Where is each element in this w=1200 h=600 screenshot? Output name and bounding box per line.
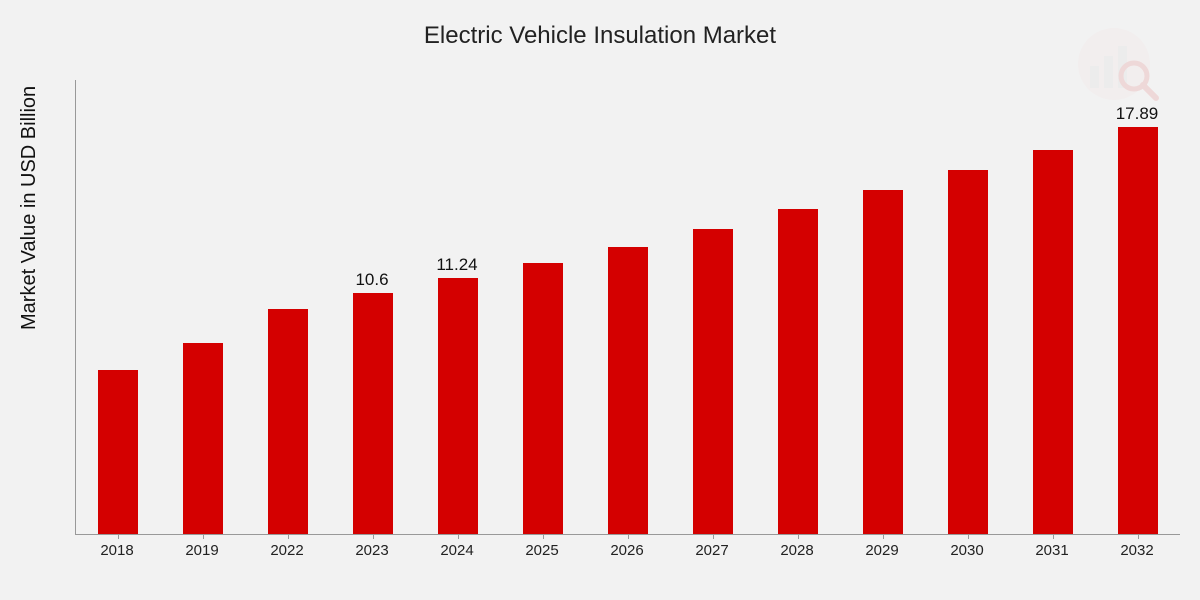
bar — [268, 309, 308, 534]
x-tick — [1053, 534, 1054, 539]
bar — [1033, 150, 1073, 534]
x-tick — [203, 534, 204, 539]
bar-value-label: 11.24 — [417, 255, 497, 275]
x-axis-label: 2025 — [512, 542, 572, 559]
bar — [98, 370, 138, 534]
bar-value-label: 10.6 — [332, 270, 412, 290]
bar — [693, 229, 733, 534]
x-tick — [968, 534, 969, 539]
bar — [948, 170, 988, 534]
x-tick — [543, 534, 544, 539]
x-axis-label: 2026 — [597, 542, 657, 559]
x-tick — [798, 534, 799, 539]
x-axis-label: 2032 — [1107, 542, 1167, 559]
x-tick — [458, 534, 459, 539]
x-axis-label: 2022 — [257, 542, 317, 559]
x-tick — [118, 534, 119, 539]
x-tick — [713, 534, 714, 539]
chart-title: Electric Vehicle Insulation Market — [0, 22, 1200, 50]
bar — [608, 247, 648, 534]
x-axis-label: 2023 — [342, 542, 402, 559]
x-axis-label: 2028 — [767, 542, 827, 559]
x-axis-label: 2030 — [937, 542, 997, 559]
x-axis-label: 2018 — [87, 542, 147, 559]
bar-value-label: 17.89 — [1097, 104, 1177, 124]
x-axis-label: 2031 — [1022, 542, 1082, 559]
bar — [438, 278, 478, 534]
x-tick — [628, 534, 629, 539]
y-axis-label: Market Value in USD Billion — [18, 86, 41, 330]
bar — [523, 263, 563, 534]
x-axis-label: 2024 — [427, 542, 487, 559]
x-axis-label: 2027 — [682, 542, 742, 559]
x-axis-label: 2019 — [172, 542, 232, 559]
plot-area — [75, 80, 1180, 535]
x-tick — [883, 534, 884, 539]
bar — [183, 343, 223, 534]
bar — [1118, 127, 1158, 534]
bar — [353, 293, 393, 534]
x-tick — [373, 534, 374, 539]
bar — [778, 209, 818, 534]
bar — [863, 190, 903, 534]
x-tick — [288, 534, 289, 539]
x-axis-label: 2029 — [852, 542, 912, 559]
x-tick — [1138, 534, 1139, 539]
